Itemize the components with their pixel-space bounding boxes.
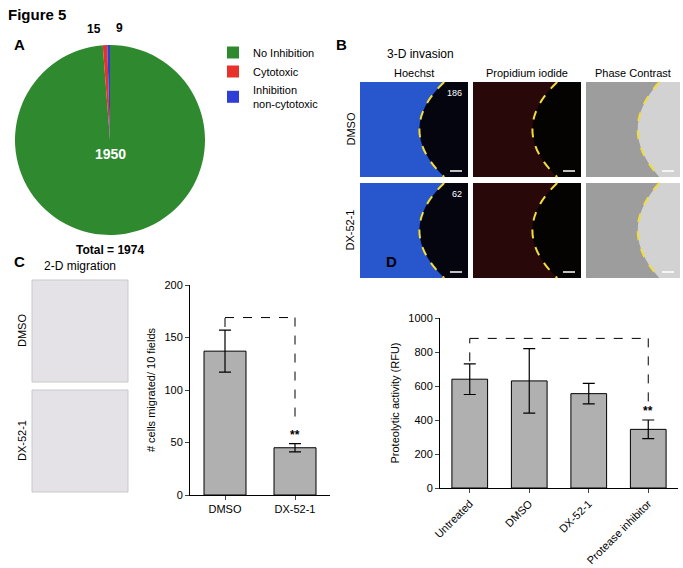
svg-text:200: 200 — [414, 448, 432, 460]
svg-text:B: B — [336, 36, 347, 53]
svg-text:Cytotoxic: Cytotoxic — [253, 66, 299, 78]
svg-text:DX-52-1: DX-52-1 — [275, 503, 316, 515]
svg-text:**: ** — [643, 404, 653, 418]
svg-text:Inhibitionnon-cytotoxic: Inhibitionnon-cytotoxic — [253, 84, 318, 110]
svg-text:Untreated: Untreated — [432, 498, 475, 541]
svg-text:DMSO: DMSO — [16, 314, 28, 347]
svg-text:400: 400 — [414, 414, 432, 426]
svg-text:Figure 5: Figure 5 — [8, 6, 66, 23]
svg-text:Hoechst: Hoechst — [394, 67, 434, 79]
svg-text:No Inhibition: No Inhibition — [253, 47, 314, 59]
svg-text:Phase Contrast: Phase Contrast — [595, 67, 671, 79]
svg-text:Propidium iodide: Propidium iodide — [486, 67, 568, 79]
svg-text:150: 150 — [164, 331, 182, 343]
svg-text:0: 0 — [427, 482, 433, 494]
svg-text:200: 200 — [164, 279, 182, 291]
svg-text:62: 62 — [452, 189, 462, 199]
svg-text:D: D — [386, 253, 397, 270]
svg-text:C: C — [14, 253, 25, 270]
svg-text:DMSO: DMSO — [209, 503, 242, 515]
svg-text:3-D invasion: 3-D invasion — [387, 47, 454, 61]
svg-text:800: 800 — [414, 346, 432, 358]
svg-text:600: 600 — [414, 380, 432, 392]
svg-text:1950: 1950 — [95, 146, 126, 162]
svg-text:15: 15 — [87, 22, 101, 36]
svg-text:0: 0 — [177, 489, 183, 501]
svg-text:DX-52-1: DX-52-1 — [557, 498, 594, 535]
svg-text:DX-52-1: DX-52-1 — [16, 420, 28, 461]
svg-text:Protease inhibitor: Protease inhibitor — [585, 497, 654, 566]
svg-text:9: 9 — [116, 21, 123, 35]
svg-text:186: 186 — [447, 88, 462, 98]
svg-text:2-D migration: 2-D migration — [44, 259, 116, 273]
svg-text:DMSO: DMSO — [503, 497, 535, 529]
svg-text:Proteolytic activity (RFU): Proteolytic activity (RFU) — [389, 342, 401, 463]
svg-text:50: 50 — [171, 436, 183, 448]
svg-text:DMSO: DMSO — [345, 112, 357, 145]
svg-text:Total = 1974: Total = 1974 — [76, 243, 144, 257]
svg-text:**: ** — [290, 428, 300, 442]
svg-text:DX-52-1: DX-52-1 — [344, 210, 356, 251]
svg-text:# cells migrated/ 10 fields: # cells migrated/ 10 fields — [145, 327, 157, 452]
svg-text:100: 100 — [164, 384, 182, 396]
svg-text:1000: 1000 — [408, 312, 432, 324]
svg-text:A: A — [14, 36, 25, 53]
